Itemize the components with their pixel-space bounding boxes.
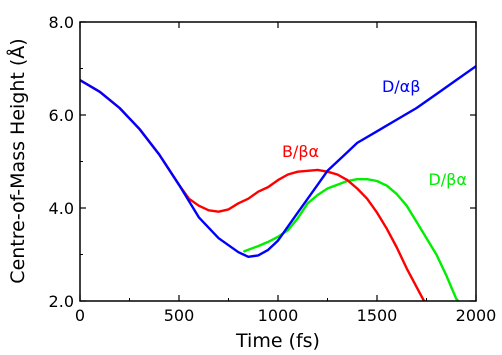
x-tick-label: 500: [164, 306, 195, 325]
y-axis-title: Centre-of-Mass Height (Å): [6, 38, 29, 283]
series-line-1: [80, 78, 426, 301]
series-line-0: [80, 64, 476, 258]
x-tick-label: 1000: [258, 306, 299, 325]
x-tick-label: 1500: [357, 306, 398, 325]
x-tick-label: 2000: [456, 306, 497, 325]
series-label-0: D/αβ: [382, 77, 420, 96]
ticks-group: 0 500 1000 1500 2000 2.0 4.0 6.0 8.0: [49, 13, 497, 325]
series-label-1: B/βα: [282, 142, 319, 161]
y-tick-label: 8.0: [49, 13, 74, 32]
y-tick-label: 6.0: [49, 106, 74, 125]
series-labels-group: D/αβ B/βα D/βα: [282, 77, 467, 189]
series-label-2: D/βα: [428, 170, 466, 189]
x-tick-label: 0: [75, 306, 85, 325]
y-tick-label: 2.0: [49, 292, 74, 311]
plot-frame: [79, 21, 477, 302]
series-group: [80, 64, 476, 301]
x-axis-title: Time (fs): [235, 330, 320, 351]
y-tick-label: 4.0: [49, 199, 74, 218]
series-line-2: [243, 177, 460, 301]
